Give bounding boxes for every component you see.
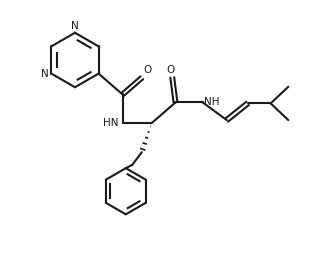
Text: NH: NH [204, 97, 220, 107]
Text: O: O [143, 65, 152, 75]
Text: O: O [167, 65, 175, 75]
Text: HN: HN [103, 118, 119, 128]
Text: N: N [41, 69, 49, 79]
Text: N: N [71, 21, 79, 31]
